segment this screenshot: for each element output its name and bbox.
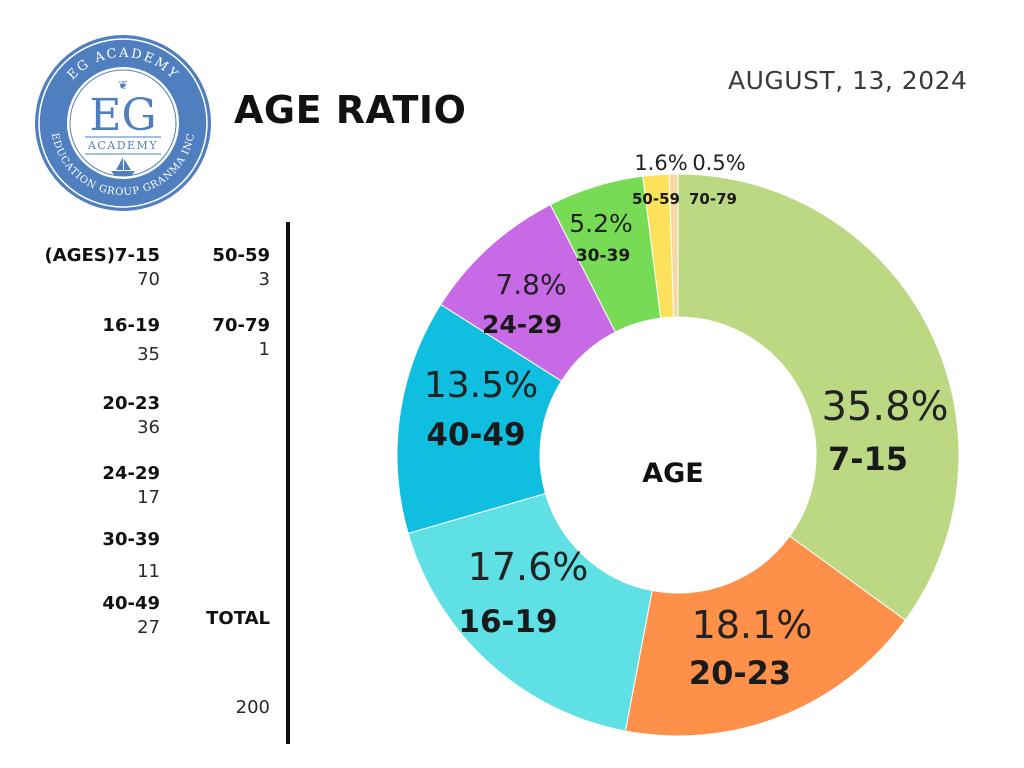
- chart-center-label: AGE: [642, 458, 704, 489]
- legend-item: 24-29 17: [20, 462, 160, 510]
- slice-category-label: 40-49: [426, 417, 525, 453]
- slice-percent-label: 1.6%: [634, 151, 687, 175]
- legend-label: 70-79: [212, 315, 270, 336]
- legend-value: 11: [137, 561, 160, 582]
- legend-label: 40-49: [102, 593, 160, 614]
- donut-slice-70-79: [668, 173, 679, 318]
- slice-category-label: 7-15: [828, 440, 908, 478]
- legend-label: 24-29: [102, 463, 160, 484]
- slice-percent-label: 7.8%: [495, 268, 566, 301]
- slice-percent-label: 5.2%: [569, 209, 633, 238]
- ornament-icon: ❦: [118, 78, 128, 92]
- slice-percent-label: 17.6%: [468, 545, 589, 589]
- total-label: TOTAL: [206, 608, 270, 629]
- ship-icon: [111, 157, 135, 176]
- legend-label: (AGES)7-15: [44, 245, 160, 266]
- date-label: AUGUST, 13, 2024: [728, 66, 968, 95]
- legend-label: 30-39: [102, 529, 160, 550]
- slice-category-label: 20-23: [689, 654, 791, 692]
- legend-label: 50-59: [212, 245, 270, 266]
- legend-value: 1: [258, 339, 270, 360]
- slice-percent-label: 0.5%: [692, 151, 745, 175]
- legend-item: 70-79 1: [190, 314, 270, 362]
- legend-item: 40-49 27: [20, 592, 160, 640]
- logo-monogram: EG: [89, 90, 156, 141]
- legend-value: 70: [137, 269, 160, 290]
- legend-value: 17: [137, 487, 160, 508]
- legend-value: 35: [137, 344, 160, 365]
- slice-category-label: 24-29: [482, 310, 562, 339]
- slice-category-label: 70-79: [689, 190, 737, 208]
- eg-academy-logo: EG ACADEMY EDUCATION GROUP GRANMA INC ❦ …: [35, 35, 211, 211]
- legend-item: 50-59 3: [190, 244, 270, 292]
- logo-inner-disc: [67, 67, 179, 179]
- legend-value: 3: [258, 269, 270, 290]
- donut-slice-16-19: [407, 492, 653, 732]
- slice-percent-label: 13.5%: [424, 365, 538, 406]
- donut-slice-20-23: [624, 535, 907, 737]
- legend-item: 16-19 35: [20, 314, 160, 367]
- legend-value: 27: [137, 617, 160, 638]
- legend-label: 16-19: [102, 315, 160, 336]
- legend-item: 30-39 11: [20, 528, 160, 584]
- logo-sub-text: ACADEMY: [87, 139, 158, 152]
- total-value: 200: [235, 697, 270, 718]
- slice-category-label: 50-59: [632, 190, 680, 208]
- legend-item: 20-23 36: [20, 392, 160, 440]
- vertical-divider: [286, 222, 290, 744]
- legend-item: (AGES)7-15 70: [20, 244, 160, 292]
- donut-slice-40-49: [396, 303, 563, 535]
- legend-value: 36: [137, 417, 160, 438]
- slice-category-label: 16-19: [458, 604, 557, 640]
- slice-percent-label: 18.1%: [692, 603, 813, 647]
- donut-slice-7-15: [677, 173, 960, 621]
- slice-category-label: 30-39: [576, 246, 630, 266]
- legend-label: 20-23: [102, 393, 160, 414]
- slice-percent-label: 35.8%: [821, 384, 948, 430]
- page-title: AGE RATIO: [234, 88, 467, 132]
